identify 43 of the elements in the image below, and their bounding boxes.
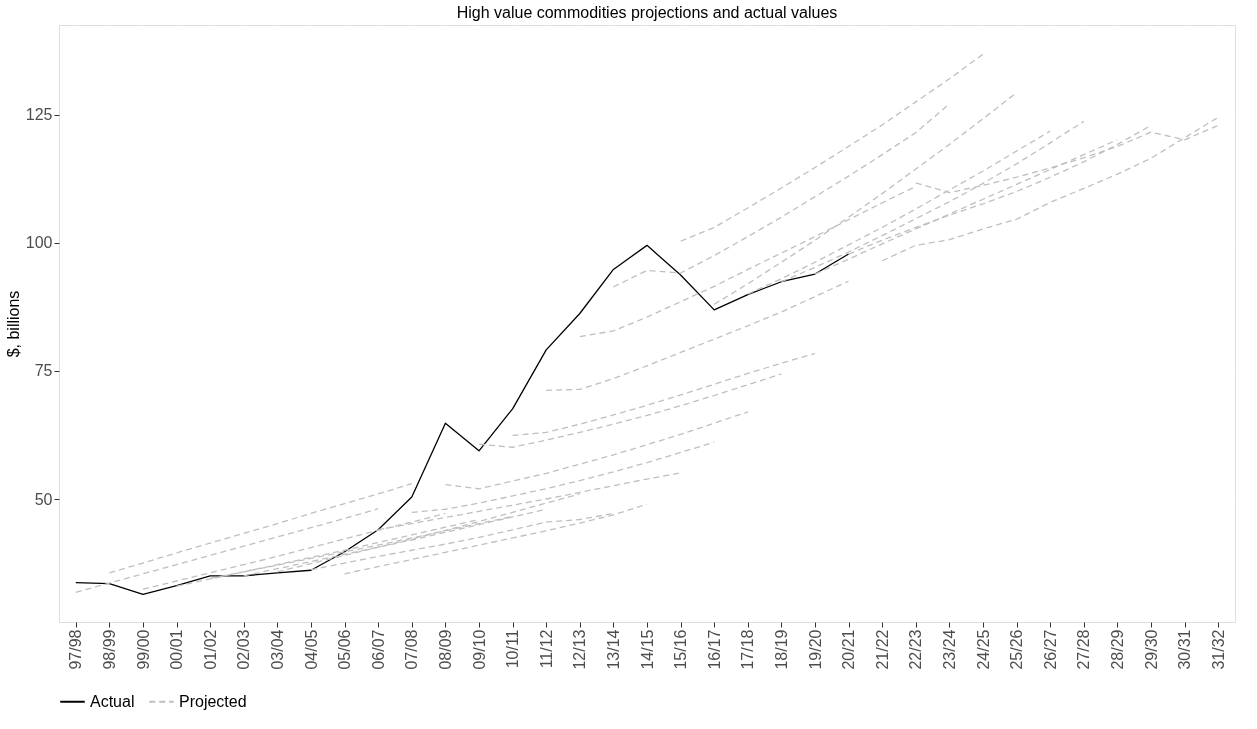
x-tick-label: 06/07 [369,629,387,670]
x-tick-label: 15/16 [672,629,690,670]
x-tick-label: 03/04 [268,629,286,670]
x-tick-label: 99/00 [134,629,152,670]
x-tick-label: 20/21 [840,629,858,670]
x-tick-label: 28/29 [1108,629,1126,670]
x-tick-label: 23/24 [940,629,958,670]
x-tick-label: 19/20 [806,629,824,670]
x-tick-label: 02/03 [235,629,253,670]
x-tick-label: 10/11 [504,629,522,669]
y-tick-label: 100 [25,234,53,252]
x-tick-label: 18/19 [772,629,790,670]
x-tick-label: 24/25 [974,629,992,670]
y-tick-label: 125 [25,106,53,124]
chart-title: High value commodities projections and actual values [456,4,838,21]
y-tick-label: 75 [34,362,53,380]
x-tick-label: 08/09 [436,629,454,670]
legend-label: Projected [179,692,247,710]
x-tick-label: 97/98 [67,629,85,670]
x-tick-label: 25/26 [1008,629,1026,670]
x-tick-label: 17/18 [739,629,757,670]
legend-label: Actual [90,692,135,710]
x-tick-label: 16/17 [705,629,723,670]
x-tick-label: 11/12 [537,629,555,669]
x-tick-label: 22/23 [907,629,925,670]
x-tick-label: 01/02 [201,629,219,670]
x-tick-label: 27/28 [1075,629,1093,670]
x-tick-label: 21/22 [873,629,891,670]
x-tick-label: 30/31 [1176,629,1194,670]
x-tick-label: 12/13 [571,629,589,670]
x-tick-label: 09/10 [470,629,488,670]
x-tick-label: 31/32 [1209,629,1227,670]
x-tick-label: 04/05 [302,629,320,670]
x-tick-label: 29/30 [1142,629,1160,670]
x-tick-label: 00/01 [168,629,186,670]
x-tick-label: 14/15 [638,629,656,670]
x-tick-label: 26/27 [1041,629,1059,670]
y-tick-label: 50 [34,490,53,508]
x-tick-label: 07/08 [403,629,421,670]
x-tick-label: 98/99 [100,629,118,670]
x-tick-label: 13/14 [604,629,622,670]
y-axis-title: $, billions [4,290,22,358]
x-tick-label: 05/06 [336,629,354,670]
